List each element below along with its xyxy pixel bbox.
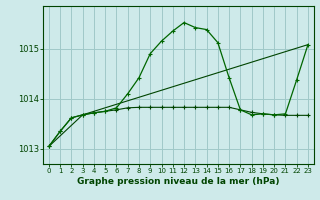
X-axis label: Graphe pression niveau de la mer (hPa): Graphe pression niveau de la mer (hPa) (77, 177, 280, 186)
